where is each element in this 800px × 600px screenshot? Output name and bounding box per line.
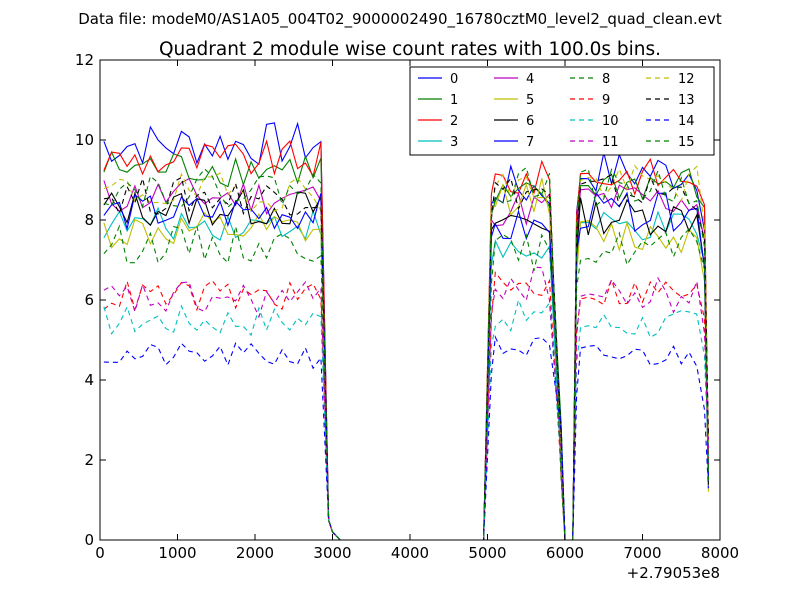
- legend-label-1: 1: [450, 93, 458, 108]
- x-tick-label: 5000: [468, 544, 506, 562]
- legend-label-4: 4: [526, 72, 534, 87]
- legend-box: [409, 66, 715, 156]
- series-line-10: [103, 298, 709, 540]
- x-tick-label: 4000: [391, 544, 429, 562]
- series-line-3: [103, 206, 709, 540]
- legend-label-3: 3: [450, 135, 458, 150]
- x-tick-label: 3000: [313, 544, 351, 562]
- series-line-14: [103, 334, 709, 540]
- legend-label-5: 5: [526, 93, 534, 108]
- series-line-6: [103, 188, 709, 540]
- legend-label-10: 10: [602, 114, 619, 129]
- legend-label-6: 6: [526, 114, 534, 129]
- plot-frame: [99, 59, 721, 541]
- y-tick-label: 10: [75, 131, 94, 149]
- legend-label-0: 0: [450, 72, 458, 87]
- series-line-12: [103, 164, 709, 540]
- x-tick-label: 6000: [546, 544, 584, 562]
- y-tick-label: 8: [84, 211, 94, 229]
- series-line-2: [103, 139, 709, 540]
- series-line-7: [103, 191, 709, 540]
- legend-label-11: 11: [602, 135, 619, 150]
- series-line-13: [103, 173, 709, 540]
- legend-label-2: 2: [450, 114, 458, 129]
- y-tick-label: 12: [75, 51, 94, 69]
- legend-label-13: 13: [678, 93, 695, 108]
- ticks-layer: 0 1000 2000 3000 4000 5000 6000 7000 80000246810…: [75, 51, 739, 562]
- y-tick-label: 4: [84, 371, 94, 389]
- legend-label-12: 12: [678, 72, 695, 87]
- y-tick-label: 6: [84, 291, 94, 309]
- series-line-15: [103, 166, 709, 540]
- legend-label-15: 15: [678, 135, 695, 150]
- series-line-0: [103, 121, 709, 540]
- x-offset-label: +2.79053e8: [627, 564, 720, 582]
- x-tick-label: 7000: [623, 544, 661, 562]
- series-layer: [103, 121, 709, 540]
- x-tick-label: 0: [95, 544, 105, 562]
- legend-label-7: 7: [526, 135, 534, 150]
- series-line-5: [103, 178, 709, 540]
- series-line-8: [103, 224, 709, 540]
- x-tick-label: 1000: [158, 544, 196, 562]
- series-line-9: [103, 271, 709, 540]
- x-tick-label: 8000: [701, 544, 739, 562]
- data-file-label: Data file: modeM0/AS1A05_004T02_90000024…: [78, 10, 722, 29]
- legend-label-9: 9: [602, 93, 610, 108]
- legend-label-14: 14: [678, 114, 695, 129]
- chart-title: Quadrant 2 module wise count rates with …: [159, 39, 661, 60]
- legend-label-8: 8: [602, 72, 610, 87]
- x-tick-label: 2000: [236, 544, 274, 562]
- y-tick-label: 2: [84, 451, 94, 469]
- y-tick-label: 0: [84, 531, 94, 549]
